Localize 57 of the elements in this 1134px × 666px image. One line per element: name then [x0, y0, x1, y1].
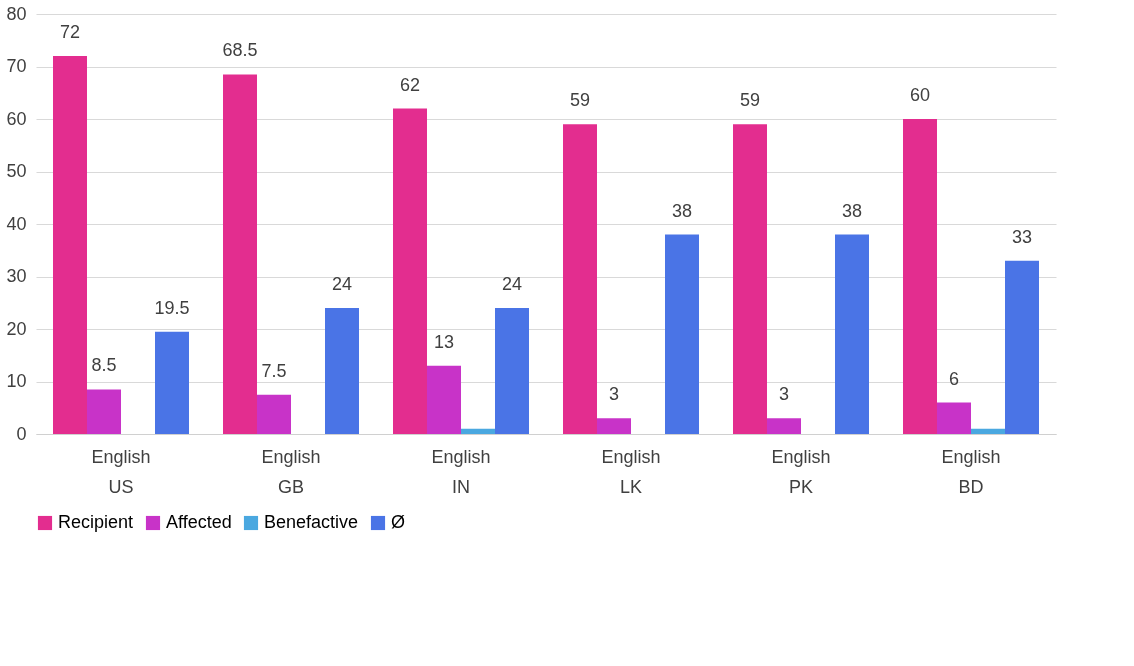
data-label: 24	[501, 274, 523, 294]
bar	[257, 394, 291, 434]
bar	[1005, 260, 1039, 434]
x-tick-label: English IN	[431, 446, 491, 497]
bar	[767, 418, 801, 434]
bar	[155, 331, 189, 434]
y-tick-label: 70	[6, 56, 27, 76]
x-tick-label: English PK	[771, 446, 831, 497]
bar	[971, 428, 1005, 434]
x-tick-label: English GB	[261, 446, 321, 497]
bar	[325, 308, 359, 434]
y-tick-label: 80	[6, 3, 27, 24]
data-label: 38	[841, 200, 863, 221]
y-tick-label: 10	[6, 371, 27, 391]
legend-label: Affected	[166, 512, 232, 532]
legend-label: Ø	[391, 512, 406, 532]
bar	[53, 56, 87, 434]
data-label: 7.5	[261, 360, 287, 381]
data-label: 8.5	[91, 355, 117, 376]
bar	[835, 234, 869, 434]
bar	[563, 124, 597, 434]
data-label: 62	[399, 74, 421, 95]
data-label: 19.5	[154, 297, 190, 318]
data-label: 3	[608, 384, 620, 405]
bar	[87, 389, 121, 434]
data-label: 60	[909, 85, 931, 105]
bar	[665, 234, 699, 434]
data-label: 59	[739, 90, 761, 111]
x-tick-label: English BD	[941, 446, 1001, 497]
x-tick-label: English LK	[601, 446, 661, 497]
bar	[733, 124, 767, 434]
y-tick-label: 20	[6, 318, 27, 339]
bar	[495, 308, 529, 434]
y-tick-label: 30	[6, 266, 27, 286]
bar	[937, 402, 971, 434]
data-label: 3	[778, 384, 790, 405]
bar	[597, 418, 631, 434]
bar	[903, 119, 937, 434]
bar	[223, 74, 257, 434]
bar	[393, 108, 427, 434]
y-tick-label: 40	[6, 213, 27, 234]
y-tick-label: 60	[6, 108, 27, 129]
data-label: 13	[433, 331, 455, 352]
data-label: 68.5	[222, 40, 258, 61]
data-label: 6	[948, 368, 960, 389]
x-tick-label: English US	[91, 446, 151, 497]
bar	[461, 428, 495, 434]
y-tick-label: 50	[6, 161, 27, 181]
data-label: 59	[569, 90, 591, 111]
data-label: 33	[1011, 226, 1033, 247]
y-tick-label: 0	[16, 423, 27, 444]
data-label: 38	[671, 200, 693, 221]
legend-label: Recipient	[58, 512, 134, 532]
legend-label: Benefactive	[264, 512, 359, 532]
bar	[427, 365, 461, 434]
data-label: 24	[331, 274, 353, 294]
data-label: 72	[59, 22, 81, 42]
